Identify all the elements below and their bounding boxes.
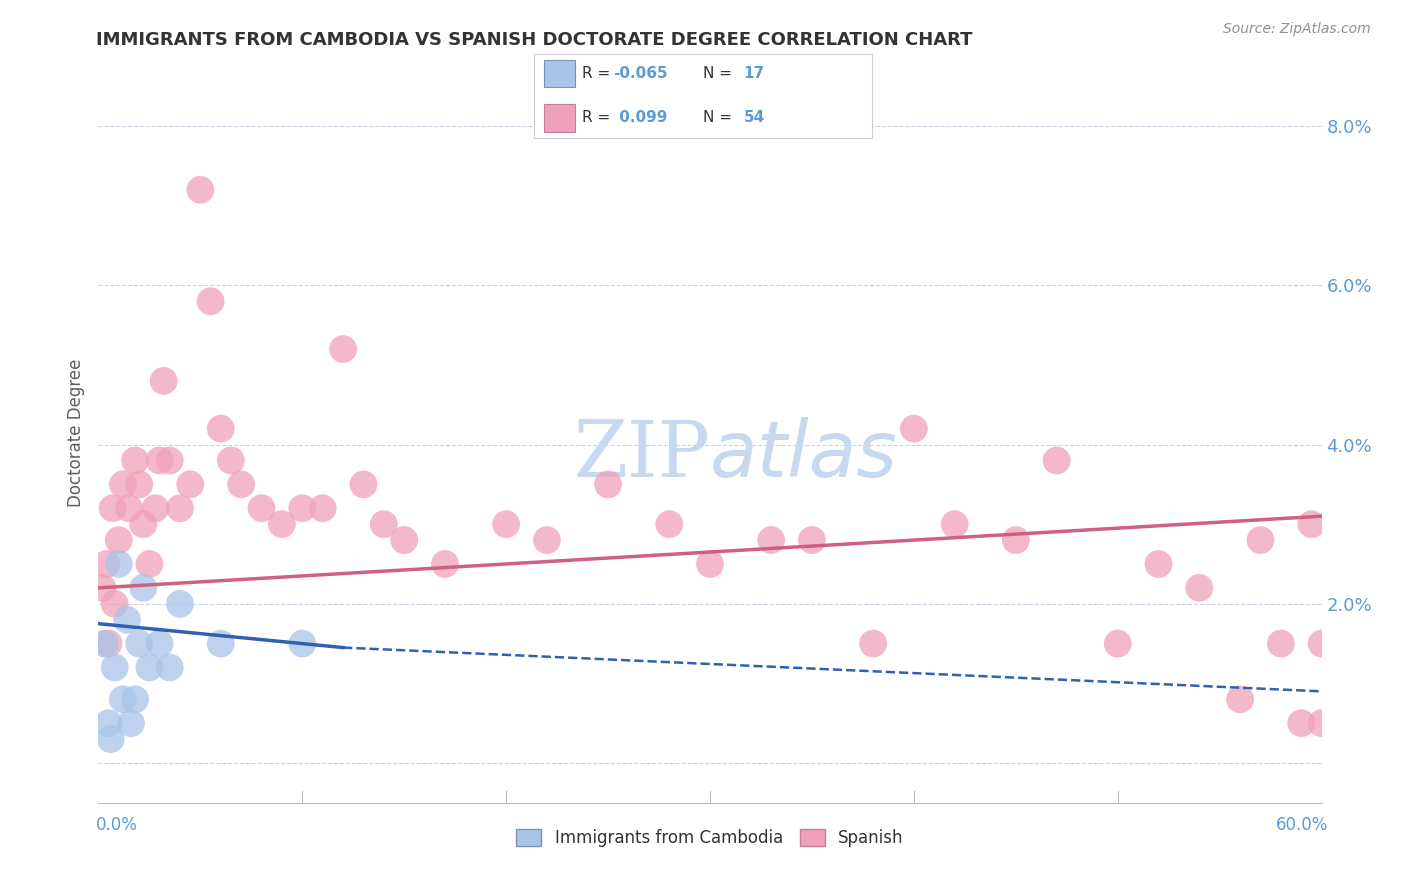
Point bbox=[149, 453, 172, 467]
Point bbox=[352, 477, 374, 491]
Text: IMMIGRANTS FROM CAMBODIA VS SPANISH DOCTORATE DEGREE CORRELATION CHART: IMMIGRANTS FROM CAMBODIA VS SPANISH DOCT… bbox=[96, 31, 972, 49]
FancyBboxPatch shape bbox=[544, 60, 575, 87]
Point bbox=[128, 637, 150, 651]
Point bbox=[159, 660, 181, 674]
Point bbox=[159, 453, 181, 467]
Point bbox=[93, 637, 115, 651]
Text: 0.0%: 0.0% bbox=[96, 816, 138, 834]
Point bbox=[91, 581, 114, 595]
Text: R =: R = bbox=[582, 111, 614, 126]
Point bbox=[1310, 716, 1333, 731]
Point bbox=[1004, 533, 1026, 547]
Point bbox=[209, 637, 232, 651]
Point bbox=[699, 557, 721, 571]
Legend: Immigrants from Cambodia, Spanish: Immigrants from Cambodia, Spanish bbox=[510, 822, 910, 854]
Point bbox=[231, 477, 253, 491]
Point bbox=[97, 637, 120, 651]
Point bbox=[1229, 692, 1251, 706]
Point bbox=[291, 501, 314, 516]
Point bbox=[118, 501, 141, 516]
Point bbox=[188, 183, 212, 197]
Point bbox=[373, 517, 395, 532]
Point bbox=[200, 294, 222, 309]
Point bbox=[104, 660, 127, 674]
Point bbox=[658, 517, 681, 532]
Point bbox=[124, 453, 146, 467]
Point bbox=[291, 637, 314, 651]
Point bbox=[111, 477, 134, 491]
Point bbox=[138, 660, 160, 674]
Text: 0.099: 0.099 bbox=[613, 111, 666, 126]
Point bbox=[862, 637, 884, 651]
Point bbox=[312, 501, 335, 516]
Point bbox=[270, 517, 294, 532]
Point bbox=[111, 692, 134, 706]
Text: N =: N = bbox=[703, 66, 737, 81]
Text: N =: N = bbox=[703, 111, 737, 126]
Text: Source: ZipAtlas.com: Source: ZipAtlas.com bbox=[1223, 22, 1371, 37]
Point bbox=[115, 613, 138, 627]
Point bbox=[179, 477, 201, 491]
Point bbox=[124, 692, 146, 706]
Point bbox=[943, 517, 966, 532]
Point bbox=[149, 637, 172, 651]
Point bbox=[1107, 637, 1129, 651]
Point bbox=[903, 422, 925, 436]
Text: -0.065: -0.065 bbox=[613, 66, 668, 81]
Text: atlas: atlas bbox=[710, 417, 898, 493]
FancyBboxPatch shape bbox=[544, 104, 575, 132]
Text: 17: 17 bbox=[744, 66, 765, 81]
Point bbox=[145, 501, 167, 516]
Point bbox=[169, 597, 191, 611]
Point bbox=[250, 501, 273, 516]
Point bbox=[152, 374, 174, 388]
Point bbox=[759, 533, 782, 547]
Point bbox=[128, 477, 150, 491]
Point bbox=[495, 517, 517, 532]
Point bbox=[392, 533, 416, 547]
Point bbox=[138, 557, 160, 571]
Point bbox=[1188, 581, 1211, 595]
Point bbox=[332, 342, 354, 356]
Point bbox=[433, 557, 456, 571]
Point bbox=[96, 557, 118, 571]
Point bbox=[1045, 453, 1069, 467]
Point bbox=[108, 533, 131, 547]
Point bbox=[209, 422, 232, 436]
Point bbox=[132, 581, 155, 595]
Point bbox=[536, 533, 558, 547]
Point bbox=[596, 477, 619, 491]
Point bbox=[1249, 533, 1271, 547]
Text: ZIP: ZIP bbox=[574, 417, 710, 492]
Point bbox=[1291, 716, 1313, 731]
Point bbox=[219, 453, 242, 467]
Point bbox=[1301, 517, 1323, 532]
Point bbox=[801, 533, 824, 547]
Point bbox=[100, 732, 122, 747]
Point bbox=[132, 517, 155, 532]
Text: 60.0%: 60.0% bbox=[1277, 816, 1329, 834]
Point bbox=[101, 501, 124, 516]
Point bbox=[108, 557, 131, 571]
Point bbox=[1147, 557, 1170, 571]
Point bbox=[104, 597, 127, 611]
Point bbox=[1270, 637, 1292, 651]
Text: 54: 54 bbox=[744, 111, 765, 126]
Y-axis label: Doctorate Degree: Doctorate Degree bbox=[66, 359, 84, 507]
Point bbox=[97, 716, 120, 731]
Text: R =: R = bbox=[582, 66, 614, 81]
Point bbox=[1310, 637, 1333, 651]
Point bbox=[169, 501, 191, 516]
Point bbox=[120, 716, 142, 731]
